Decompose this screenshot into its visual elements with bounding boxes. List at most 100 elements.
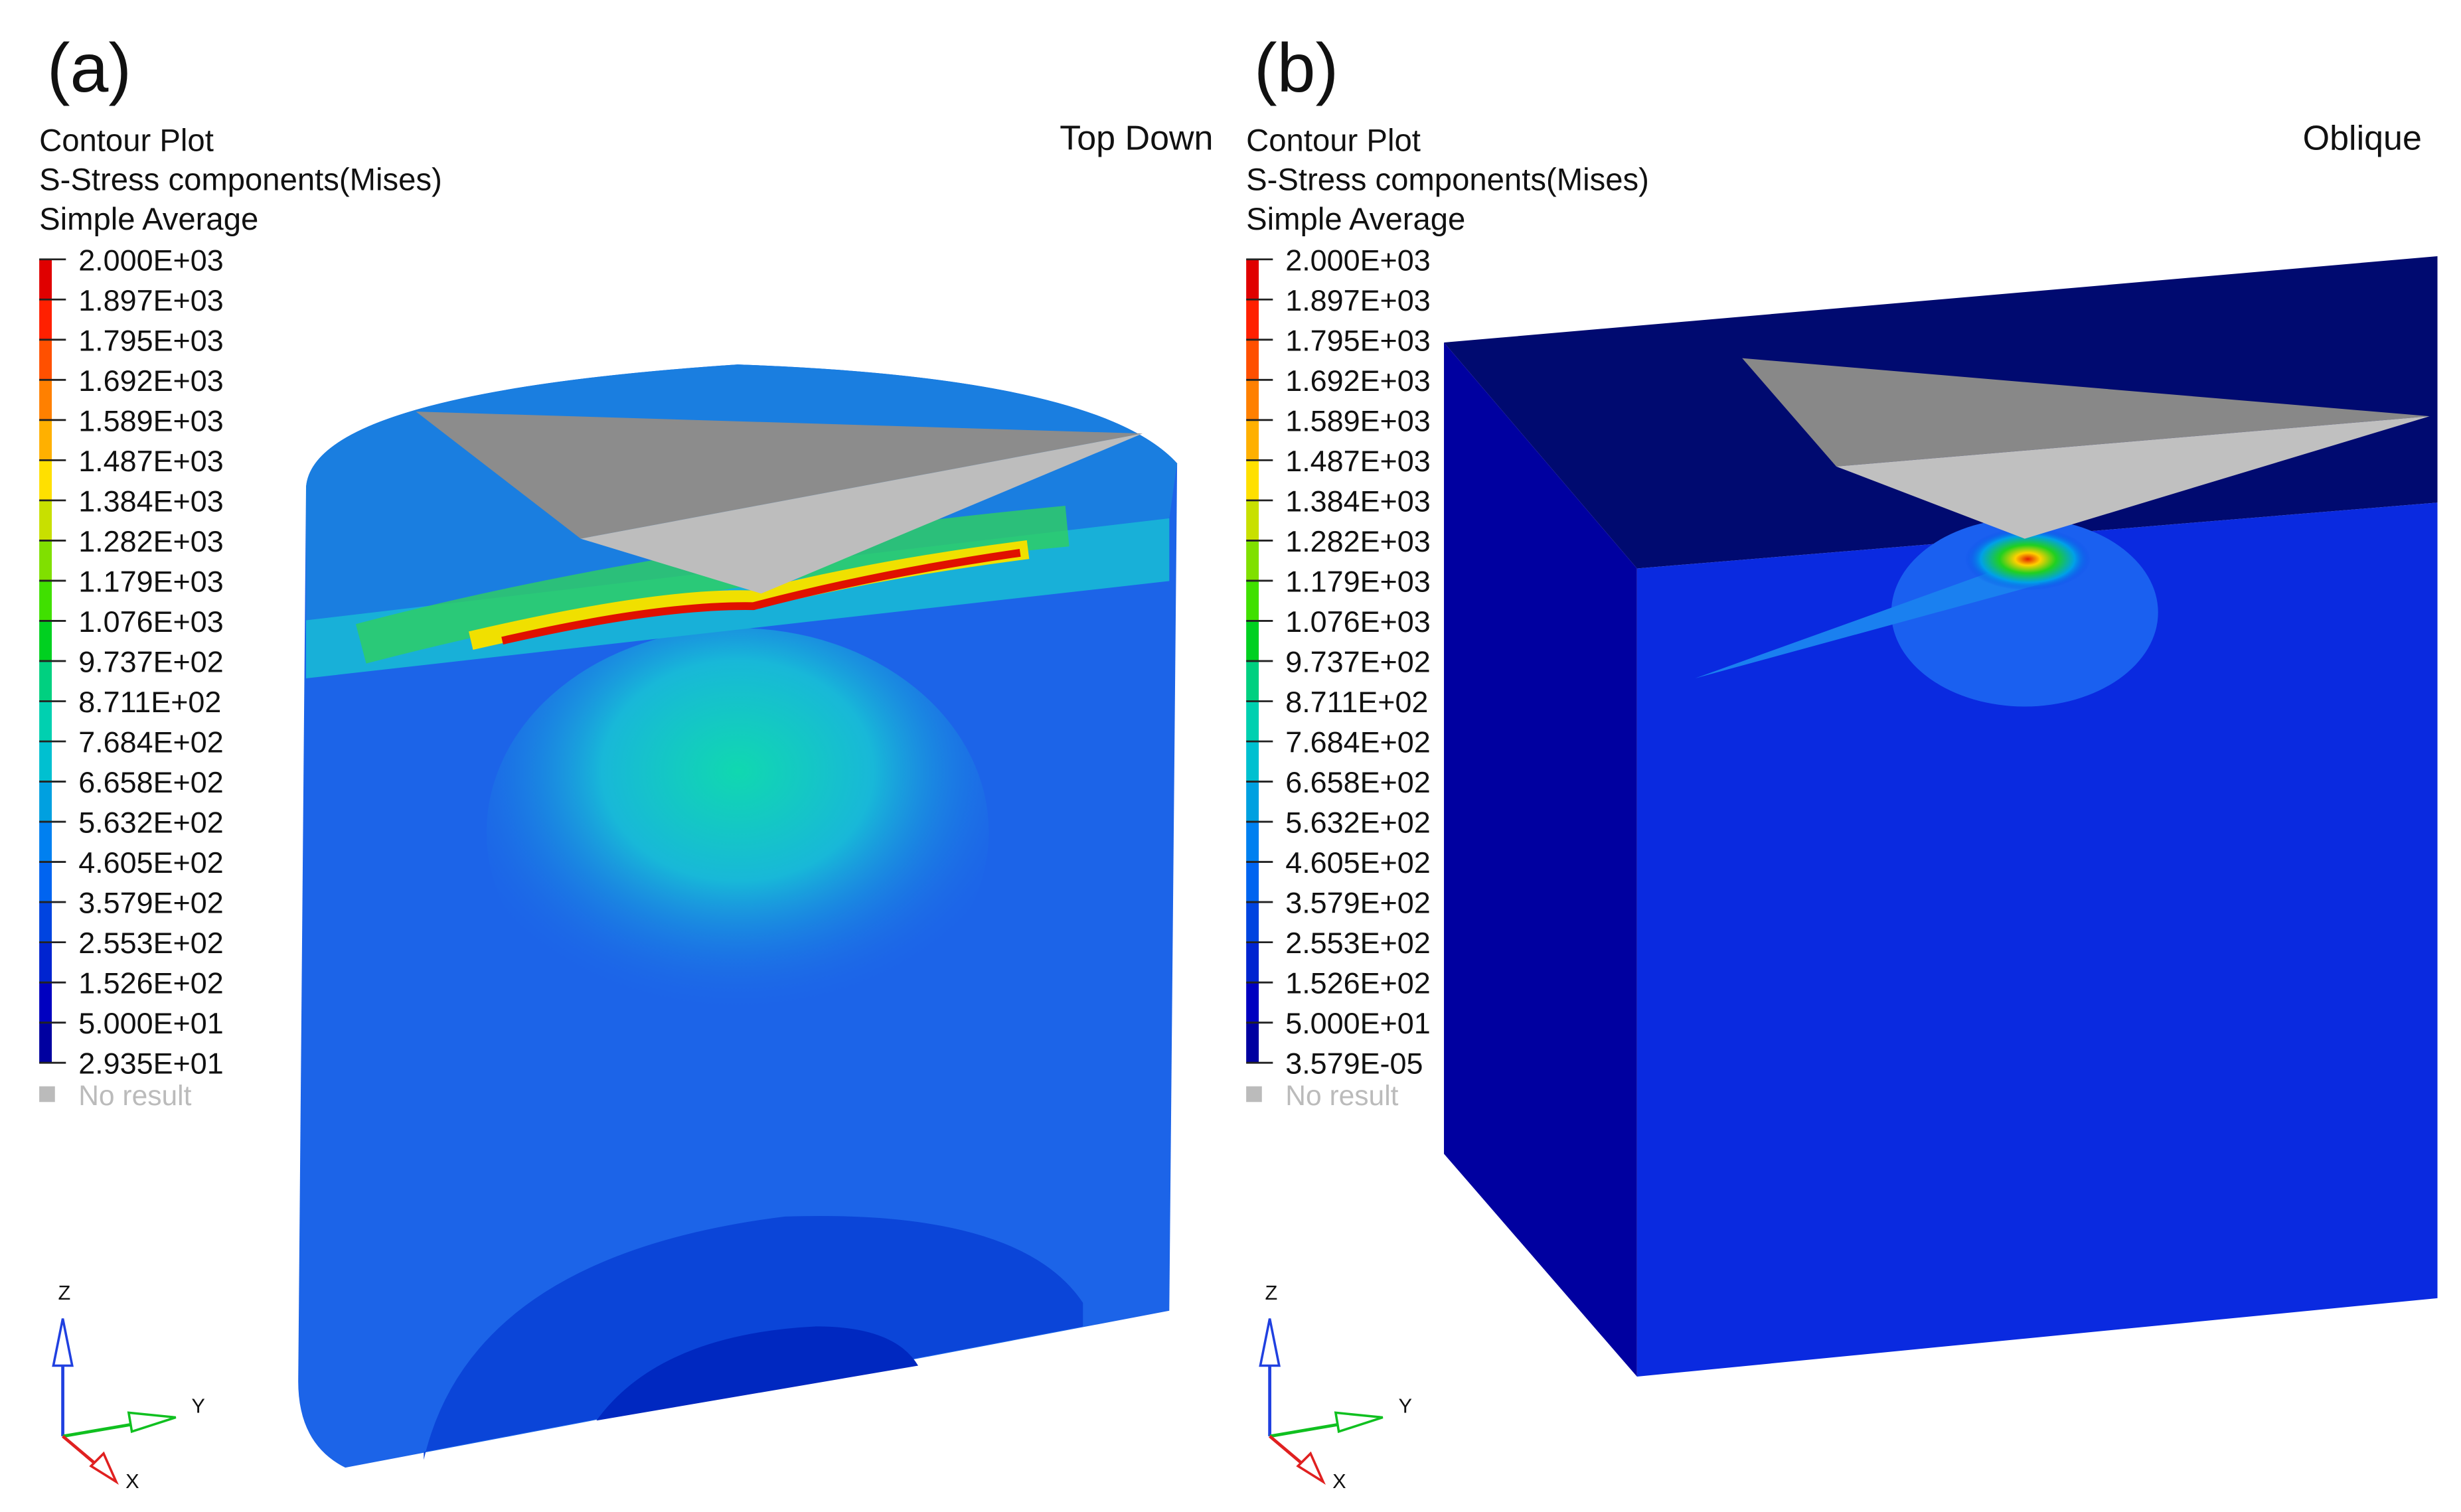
no-result: No result bbox=[1285, 1080, 1398, 1112]
legend-band bbox=[1246, 701, 1259, 742]
legend-band bbox=[1246, 660, 1259, 702]
legend-label: 1.076E+03 bbox=[78, 605, 224, 639]
x-label: X bbox=[125, 1470, 139, 1493]
legend-band bbox=[1246, 902, 1259, 943]
legend-label: 1.589E+03 bbox=[1285, 404, 1431, 437]
view-name: Oblique bbox=[2303, 119, 2422, 157]
x-arrow bbox=[89, 1451, 119, 1485]
legend-label: 6.658E+02 bbox=[1285, 765, 1431, 799]
panel-label: (a) bbox=[47, 30, 131, 107]
legend-band bbox=[39, 1022, 52, 1063]
legend-band bbox=[1246, 580, 1259, 621]
plot-title: Contour Plot bbox=[1246, 123, 1421, 159]
z-arrow bbox=[52, 1318, 74, 1367]
legend-label: 7.684E+02 bbox=[78, 725, 224, 759]
averaging: Simple Average bbox=[1246, 202, 1465, 237]
x-label: X bbox=[1332, 1470, 1346, 1493]
legend-label: 1.897E+03 bbox=[78, 283, 224, 317]
legend-label: 2.000E+03 bbox=[78, 243, 224, 277]
indenter-light bbox=[1836, 416, 2430, 539]
legend-band bbox=[39, 540, 52, 581]
legend-label: 3.579E+02 bbox=[1285, 886, 1431, 920]
legend-band bbox=[39, 862, 52, 903]
legend-label: 2.553E+02 bbox=[78, 926, 224, 960]
legend-label: 1.526E+02 bbox=[1285, 966, 1431, 1000]
legend-band bbox=[39, 660, 52, 702]
legend-label: 1.526E+02 bbox=[78, 966, 224, 1000]
indenter-dark bbox=[1742, 358, 2430, 467]
legend-label: 9.737E+02 bbox=[1285, 645, 1431, 679]
legend-band bbox=[1246, 419, 1259, 461]
legend-band bbox=[1246, 299, 1259, 340]
legend-label: 1.795E+03 bbox=[78, 323, 224, 357]
legend-label: 1.179E+03 bbox=[78, 564, 224, 598]
legend-band bbox=[1246, 339, 1259, 380]
y-arrow bbox=[1334, 1411, 1384, 1434]
legend-label: 1.487E+03 bbox=[78, 444, 224, 478]
legend-band bbox=[39, 339, 52, 380]
legend-band bbox=[1246, 741, 1259, 782]
legend-band bbox=[1246, 982, 1259, 1023]
no-result: No result bbox=[78, 1080, 191, 1112]
legend-band bbox=[39, 942, 52, 983]
stress-zone bbox=[1891, 518, 2158, 707]
box-side bbox=[1444, 342, 1637, 1377]
legend-band bbox=[39, 299, 52, 340]
model-b bbox=[1444, 256, 2438, 1377]
legend-label: 4.605E+02 bbox=[78, 846, 224, 879]
legend-band bbox=[1246, 942, 1259, 983]
indenter-light bbox=[580, 433, 1143, 594]
legend-band bbox=[1246, 621, 1259, 661]
x-arrow bbox=[1296, 1451, 1326, 1485]
legend-label: 1.282E+03 bbox=[78, 524, 224, 558]
y-label: Y bbox=[1398, 1394, 1412, 1417]
legend-band bbox=[39, 419, 52, 461]
legend-band bbox=[1246, 540, 1259, 581]
legend-band bbox=[39, 259, 52, 300]
legend-band bbox=[1246, 862, 1259, 903]
z-label: Z bbox=[58, 1281, 70, 1304]
legend-label: 7.684E+02 bbox=[1285, 725, 1431, 759]
lowest-stress-zone bbox=[596, 1326, 919, 1421]
result-name: S-Stress components(Mises) bbox=[39, 163, 442, 198]
legend-band bbox=[1246, 1022, 1259, 1063]
y-arrow bbox=[127, 1411, 177, 1434]
legend-label: 1.897E+03 bbox=[1285, 283, 1431, 317]
legend-label: 2.000E+03 bbox=[1285, 243, 1431, 277]
legend-band bbox=[39, 460, 52, 500]
plot-title: Contour Plot bbox=[39, 123, 214, 159]
legend-label: 1.589E+03 bbox=[78, 404, 224, 437]
legend-band bbox=[39, 902, 52, 943]
legend-label: 9.737E+02 bbox=[78, 645, 224, 679]
legend-label: 5.632E+02 bbox=[1285, 806, 1431, 840]
legend-label: 8.711E+02 bbox=[78, 685, 221, 719]
legend-label: 1.384E+03 bbox=[78, 484, 224, 518]
view-name: Top Down bbox=[1060, 119, 1213, 157]
y-label: Y bbox=[191, 1394, 205, 1417]
legend-label: 1.282E+03 bbox=[1285, 524, 1431, 558]
stress-halo bbox=[355, 506, 1070, 664]
legend-label: 2.553E+02 bbox=[1285, 926, 1431, 960]
legend-label: 5.632E+02 bbox=[78, 806, 224, 840]
legend-label: 6.658E+02 bbox=[78, 765, 224, 799]
legend-label: 1.692E+03 bbox=[1285, 364, 1431, 398]
legend-label: 1.795E+03 bbox=[1285, 323, 1431, 357]
stress-peak bbox=[501, 548, 1021, 644]
legend-label: 8.711E+02 bbox=[1285, 685, 1428, 719]
no-result-swatch bbox=[1246, 1086, 1262, 1102]
indenter-dark bbox=[416, 412, 1143, 539]
legend-label: 1.384E+03 bbox=[1285, 484, 1431, 518]
legend-band bbox=[39, 741, 52, 782]
legend-label: 2.935E+01 bbox=[78, 1047, 224, 1081]
no-result-swatch bbox=[39, 1086, 55, 1102]
legend-band bbox=[1246, 822, 1259, 862]
averaging: Simple Average bbox=[39, 202, 258, 237]
legend-label: 5.000E+01 bbox=[78, 1006, 224, 1040]
stress-zone bbox=[486, 628, 989, 1037]
legend-band bbox=[39, 500, 52, 541]
legend-label: 3.579E-05 bbox=[1285, 1047, 1423, 1081]
legend-band bbox=[39, 621, 52, 661]
legend-band bbox=[1246, 380, 1259, 420]
